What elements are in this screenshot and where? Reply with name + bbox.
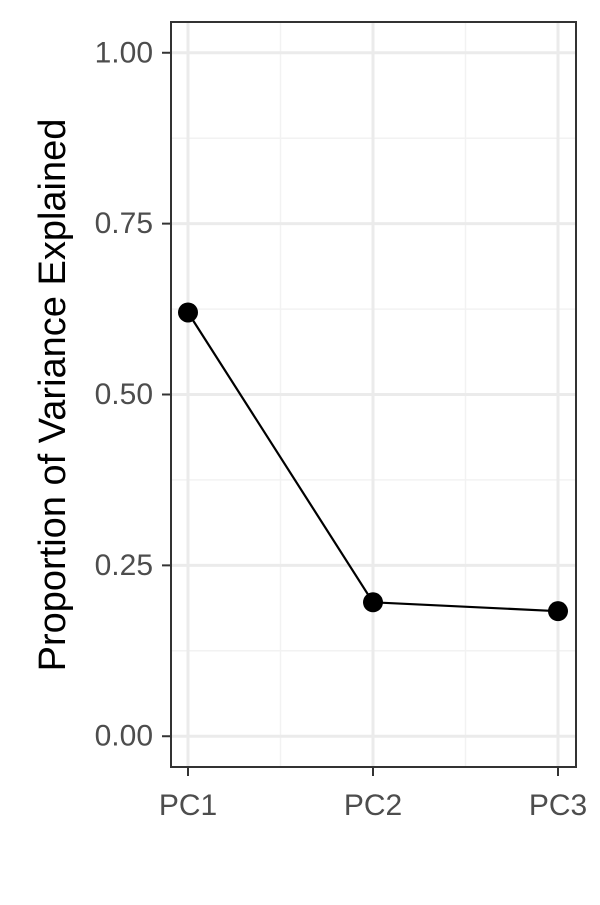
y-axis: 0.00 0.25 0.50 0.75 1.00 [95,36,171,753]
series-layer [178,302,568,622]
y-axis-title: Proportion of Variance Explained [32,119,74,672]
x-tick-label-pc2: PC2 [344,789,402,822]
data-point-pc1 [178,302,198,323]
y-tick-label: 0.00 [95,720,153,753]
x-tick-label-pc1: PC1 [159,789,217,822]
y-tick-label: 0.25 [95,549,153,582]
data-point-pc2 [363,592,383,613]
y-tick-label: 1.00 [95,36,153,69]
y-tick-label: 0.75 [95,207,153,240]
data-point-pc3 [548,601,568,622]
grid-lines [171,22,576,767]
y-tick-label: 0.50 [95,378,153,411]
x-tick-label-pc3: PC3 [529,789,587,822]
x-axis: PC1 PC2 PC3 [159,767,587,822]
